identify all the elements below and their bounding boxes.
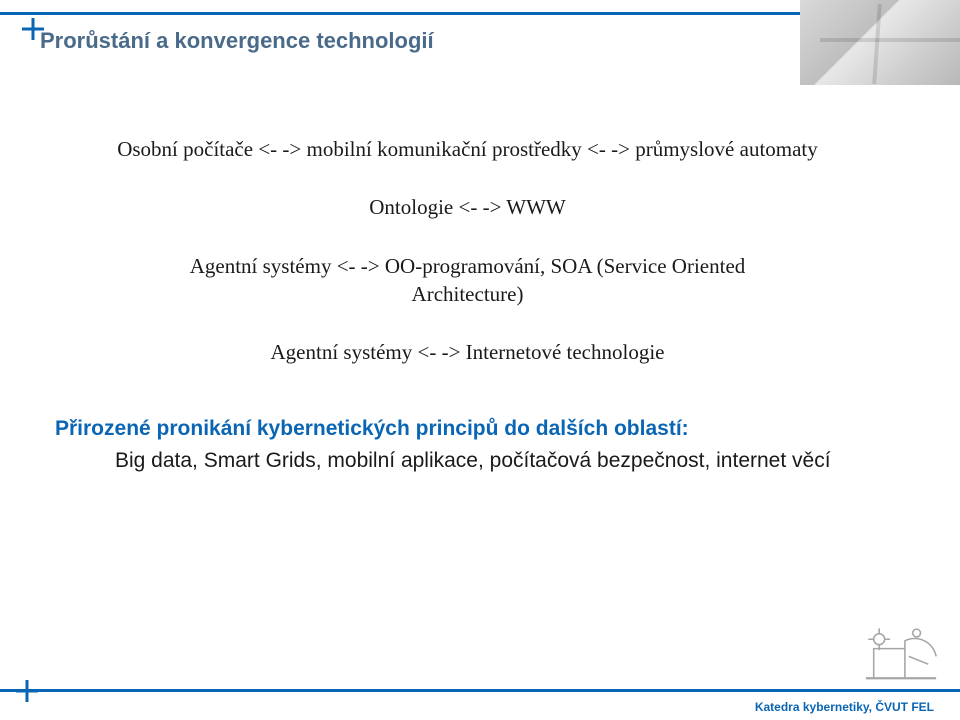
slide-title: Prorůstání a konvergence technologií (40, 28, 434, 54)
top-rule (0, 12, 800, 15)
body-line-3b: Architecture) (55, 280, 880, 308)
body-line-2: Ontologie <- -> WWW (78, 193, 858, 221)
bottom-rule (0, 689, 960, 692)
slide-body: Osobní počítače <- -> mobilní komunikačn… (55, 135, 880, 475)
header-photo (800, 0, 960, 85)
body-line-4: Agentní systémy <- -> Internetové techno… (78, 338, 858, 366)
body-line-3a: Agentní systémy <- -> OO-programování, S… (78, 252, 858, 280)
sub-line: Big data, Smart Grids, mobilní aplikace,… (55, 447, 880, 475)
body-line-1: Osobní počítače <- -> mobilní komunikačn… (78, 135, 858, 163)
slide: Prorůstání a konvergence technologií Oso… (0, 0, 960, 720)
highlight-line: Přirozené pronikání kybernetických princ… (55, 417, 880, 441)
corner-cross-icon (16, 680, 38, 702)
institution-logo-icon (862, 625, 940, 680)
footer-text: Katedra kybernetiky, ČVUT FEL (755, 700, 934, 714)
